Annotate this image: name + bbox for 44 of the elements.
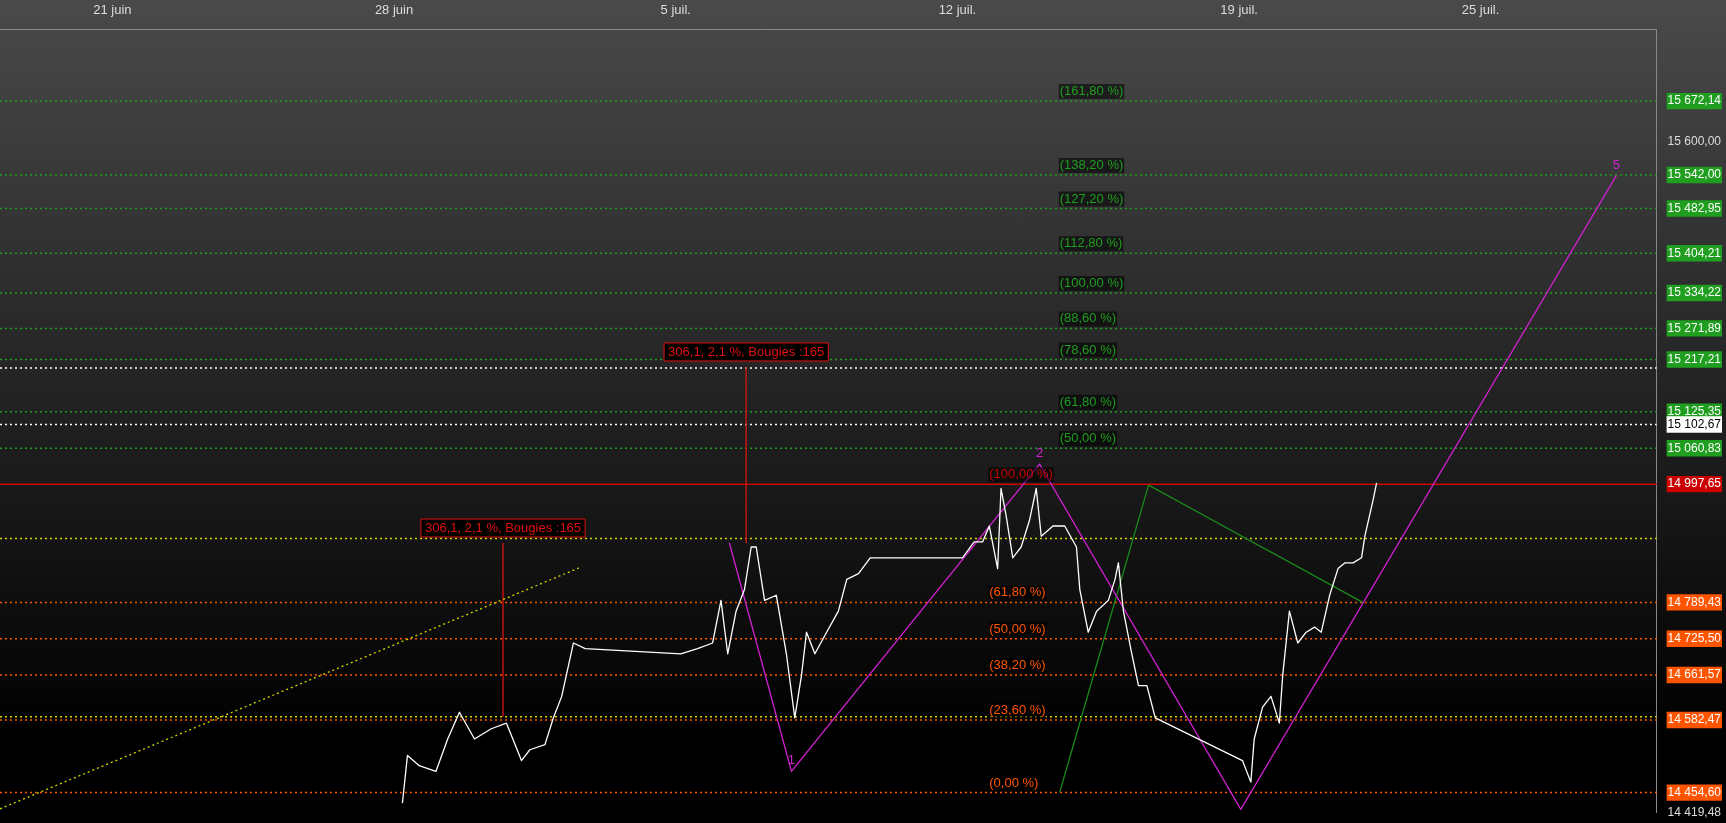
y-tick-label: 15 672,14 <box>1667 93 1722 108</box>
annotation: 5 <box>1612 156 1620 172</box>
y-tick-label: 14 582,47 <box>1667 712 1722 727</box>
annotation: 306,1, 2,1 %, Bougies :165 <box>424 520 582 536</box>
annotation: (50,00 %) <box>989 620 1046 636</box>
y-tick-label: 15 102,67 <box>1667 416 1722 431</box>
annotation: (100,00 %) <box>989 466 1053 482</box>
annotation: (38,20 %) <box>989 657 1046 673</box>
y-tick-label: 14 997,65 <box>1667 476 1722 491</box>
annotation: (61,80 %) <box>989 584 1046 600</box>
y-tick-label: 15 482,95 <box>1667 200 1722 215</box>
annotation: 306,1, 2,1 %, Bougies :165 <box>668 344 825 360</box>
annotation: 2 <box>1035 445 1044 461</box>
annotation: (50,00 %) <box>1059 430 1117 446</box>
annotation: (138,20 %) <box>1059 157 1124 173</box>
y-tick-label: 14 661,57 <box>1667 667 1722 682</box>
x-tick-label: 25 juil. <box>1461 2 1500 18</box>
y-tick-label: 15 271,89 <box>1667 320 1722 335</box>
x-tick-label: 19 juil. <box>1220 2 1258 18</box>
x-tick-label: 21 juin <box>93 2 132 18</box>
y-tick-label: 15 404,21 <box>1667 245 1722 260</box>
annotation: (127,20 %) <box>1059 190 1124 206</box>
y-tick-label: 15 542,00 <box>1667 167 1722 182</box>
y-tick-label: 15 060,83 <box>1667 440 1722 455</box>
x-tick-label: 5 juil. <box>660 2 691 18</box>
annotation: (23,60 %) <box>989 702 1046 718</box>
y-tick-label: 14 454,60 <box>1667 784 1722 799</box>
annotation: (112,80 %) <box>1059 235 1123 251</box>
annotation: (100,00 %) <box>1059 275 1124 291</box>
y-tick-label: 15 217,21 <box>1667 351 1722 366</box>
y-tick-label: 14 419,48 <box>1667 804 1722 819</box>
annotation: (61,80 %) <box>1059 393 1117 409</box>
y-tick-label: 14 725,50 <box>1667 631 1722 646</box>
y-tick-label: 15 334,22 <box>1667 285 1722 300</box>
annotation: (88,60 %) <box>1059 310 1117 326</box>
y-tick-label: 15 125,35 <box>1667 403 1722 418</box>
annotation: (161,80 %) <box>1059 83 1124 99</box>
y-tick-label: 14 789,43 <box>1667 594 1722 609</box>
x-tick-label: 28 juin <box>374 2 414 18</box>
y-tick-label: 15 600,00 <box>1667 134 1722 149</box>
annotation: 1 <box>787 752 796 768</box>
annotation: (78,60 %) <box>1059 341 1117 357</box>
x-tick-label: 12 juil. <box>938 2 977 18</box>
annotation: (0,00 %) <box>989 774 1039 790</box>
